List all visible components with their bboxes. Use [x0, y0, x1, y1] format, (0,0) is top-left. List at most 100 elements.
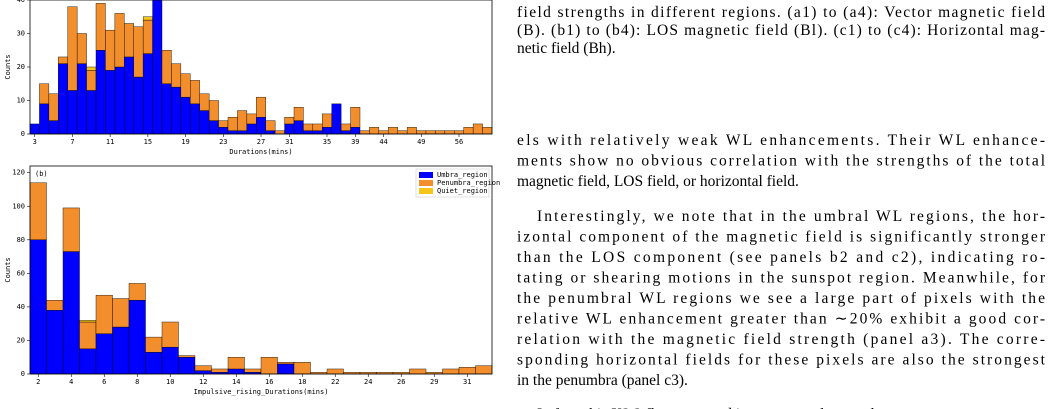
bar-segment [114, 66, 125, 135]
bar-segment [416, 130, 427, 135]
bar-segment [128, 283, 146, 301]
legend-swatch [419, 188, 433, 194]
bar-segment [211, 368, 229, 373]
bar-segment [190, 80, 200, 105]
x-tick-label: 12 [199, 378, 207, 386]
bar-segment [463, 127, 474, 135]
bar-segment [161, 321, 179, 348]
bar-segment [171, 63, 182, 88]
bar-segment [218, 127, 229, 135]
bar-segment [265, 120, 276, 131]
x-tick-label: 49 [417, 138, 425, 146]
y-tick-label: 20 [17, 63, 25, 71]
legend-swatch [419, 172, 433, 178]
x-tick-label: 3 [33, 138, 37, 146]
x-tick-label: 15 [144, 138, 152, 146]
bar-segment [388, 127, 398, 135]
bar-segment [303, 130, 314, 135]
x-tick-label: 39 [351, 138, 359, 146]
bar-segment [79, 348, 97, 375]
x-tick-label: 11 [106, 138, 114, 146]
bar-segment [208, 120, 219, 135]
bar-segment [359, 130, 370, 135]
text-line: than the LOS component (see panels b2 an… [517, 249, 1045, 266]
bar-segment [458, 367, 476, 375]
bar-segment [145, 351, 163, 375]
bar-segment [442, 368, 460, 375]
bar-segment [39, 83, 50, 105]
bar-segment [142, 53, 153, 135]
bar-segment [237, 130, 248, 135]
x-tick-label: 29 [430, 378, 438, 386]
bar-segment [46, 299, 64, 311]
bar-segment [260, 357, 278, 375]
y-tick-label: 120 [12, 169, 25, 177]
bar-segment [145, 336, 163, 353]
bar-segment [284, 123, 295, 135]
text-line: field strengths in different regions. (a… [517, 4, 1045, 21]
bar-segment [246, 123, 257, 135]
bar-segment [397, 130, 408, 135]
bar-segment [190, 103, 200, 135]
bar-segment [48, 120, 59, 135]
bar-segment [29, 123, 40, 135]
text-line: In fact, this X2.2 flare occurred in an … [537, 406, 912, 409]
bar-segment [29, 182, 47, 241]
panel-label: (b) [35, 170, 48, 178]
x-tick-label: 26 [397, 378, 405, 386]
text-line: magnetic field, LOS field, or horizontal… [517, 173, 799, 190]
bar-segment [180, 96, 191, 135]
bar-segment [312, 123, 323, 131]
bar-segment [86, 66, 97, 71]
bar-segment [48, 93, 59, 121]
legend-label: Penumbra_region [437, 179, 500, 187]
bar-segment [95, 50, 106, 135]
x-tick-label: 18 [298, 378, 306, 386]
bar-segment [265, 130, 276, 135]
y-tick-label: 100 [12, 202, 25, 210]
x-tick-label: 24 [364, 378, 372, 386]
text-line: relation with the magnetic field strengt… [517, 331, 1045, 348]
y-axis-label: Counts [4, 257, 12, 282]
bar-segment [350, 127, 361, 135]
y-tick-label: 0 [21, 370, 25, 378]
bar-segment [326, 368, 344, 375]
bar-segment [350, 106, 361, 128]
x-tick-label: 22 [331, 378, 339, 386]
y-tick-label: 20 [17, 336, 25, 344]
bar-segment [409, 368, 427, 375]
bar-segment [178, 355, 196, 358]
x-axis-label: Impulsive_rising_Durations(mins) [194, 388, 329, 396]
axes-frame [29, 0, 493, 135]
bar-segment [128, 299, 146, 375]
bar-segment [340, 123, 351, 131]
bar-segment [114, 13, 125, 68]
bar-segment [95, 3, 106, 51]
x-tick-label: 35 [323, 138, 331, 146]
text-line: the penumbral WL regions we see a large … [517, 290, 1045, 307]
bar-segment [95, 333, 113, 375]
bar-segment [277, 363, 295, 375]
legend-label: Umbra_region [437, 171, 488, 179]
bar-segment [39, 103, 50, 135]
bar-segment [322, 127, 332, 135]
x-tick-label: 2 [36, 378, 40, 386]
bar-segment [112, 298, 130, 328]
text-line: Interestingly, we note that in the umbra… [537, 208, 1045, 225]
bar-segment [293, 106, 304, 121]
y-tick-label: 30 [17, 30, 25, 38]
text-line: netic field (Bh). [517, 40, 616, 57]
bar-segment [178, 357, 196, 375]
bar-segment [199, 93, 210, 111]
bar-segment [218, 120, 229, 128]
bar-segment [105, 70, 116, 135]
bar-segment [277, 362, 295, 365]
x-tick-label: 31 [463, 378, 471, 386]
bar-segment [227, 357, 245, 370]
x-tick-label: 56 [455, 138, 463, 146]
bar-segment [105, 29, 116, 71]
bar-segment [86, 90, 97, 135]
bar-segment [152, 0, 163, 135]
x-tick-label: 31 [285, 138, 293, 146]
